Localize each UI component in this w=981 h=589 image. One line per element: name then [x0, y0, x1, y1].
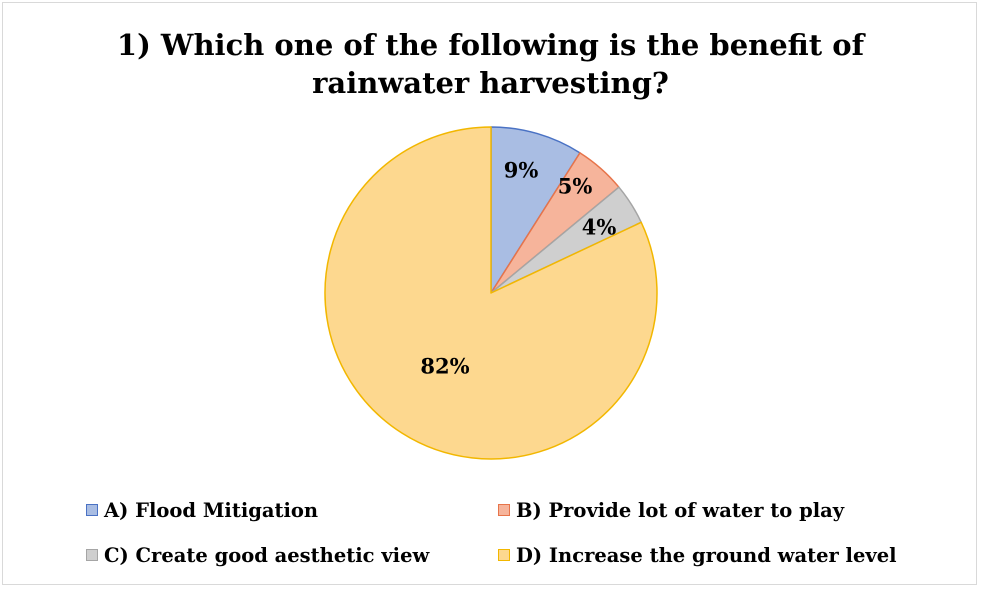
legend-swatch-c — [86, 549, 98, 561]
legend-item-d: D) Increase the ground water level — [498, 542, 897, 568]
legend-swatch-b — [498, 504, 510, 516]
legend-label-b: B) Provide lot of water to play — [516, 498, 845, 522]
legend-swatch-d — [498, 549, 510, 561]
data-label-d: 82% — [420, 354, 469, 379]
pie-slice-d — [324, 126, 658, 460]
chart-title-line-1: 1) Which one of the following is the ben… — [116, 28, 865, 62]
legend-item-c: C) Create good aesthetic view — [86, 542, 429, 568]
legend-label-a: A) Flood Mitigation — [104, 498, 319, 522]
pie-slice-a — [490, 126, 581, 294]
chart-title: 1) Which one of the following is the ben… — [0, 26, 981, 102]
chart-title-line-2: rainwater harvesting? — [312, 66, 669, 100]
data-label-b: 5% — [558, 174, 593, 199]
data-label-c: 4% — [582, 215, 617, 240]
legend-item-a: A) Flood Mitigation — [86, 497, 318, 523]
legend-item-b: B) Provide lot of water to play — [498, 497, 844, 523]
legend-label-d: D) Increase the ground water level — [516, 543, 897, 567]
legend-label-c: C) Create good aesthetic view — [104, 543, 430, 567]
data-label-a: 9% — [504, 158, 539, 183]
legend-swatch-a — [86, 504, 98, 516]
